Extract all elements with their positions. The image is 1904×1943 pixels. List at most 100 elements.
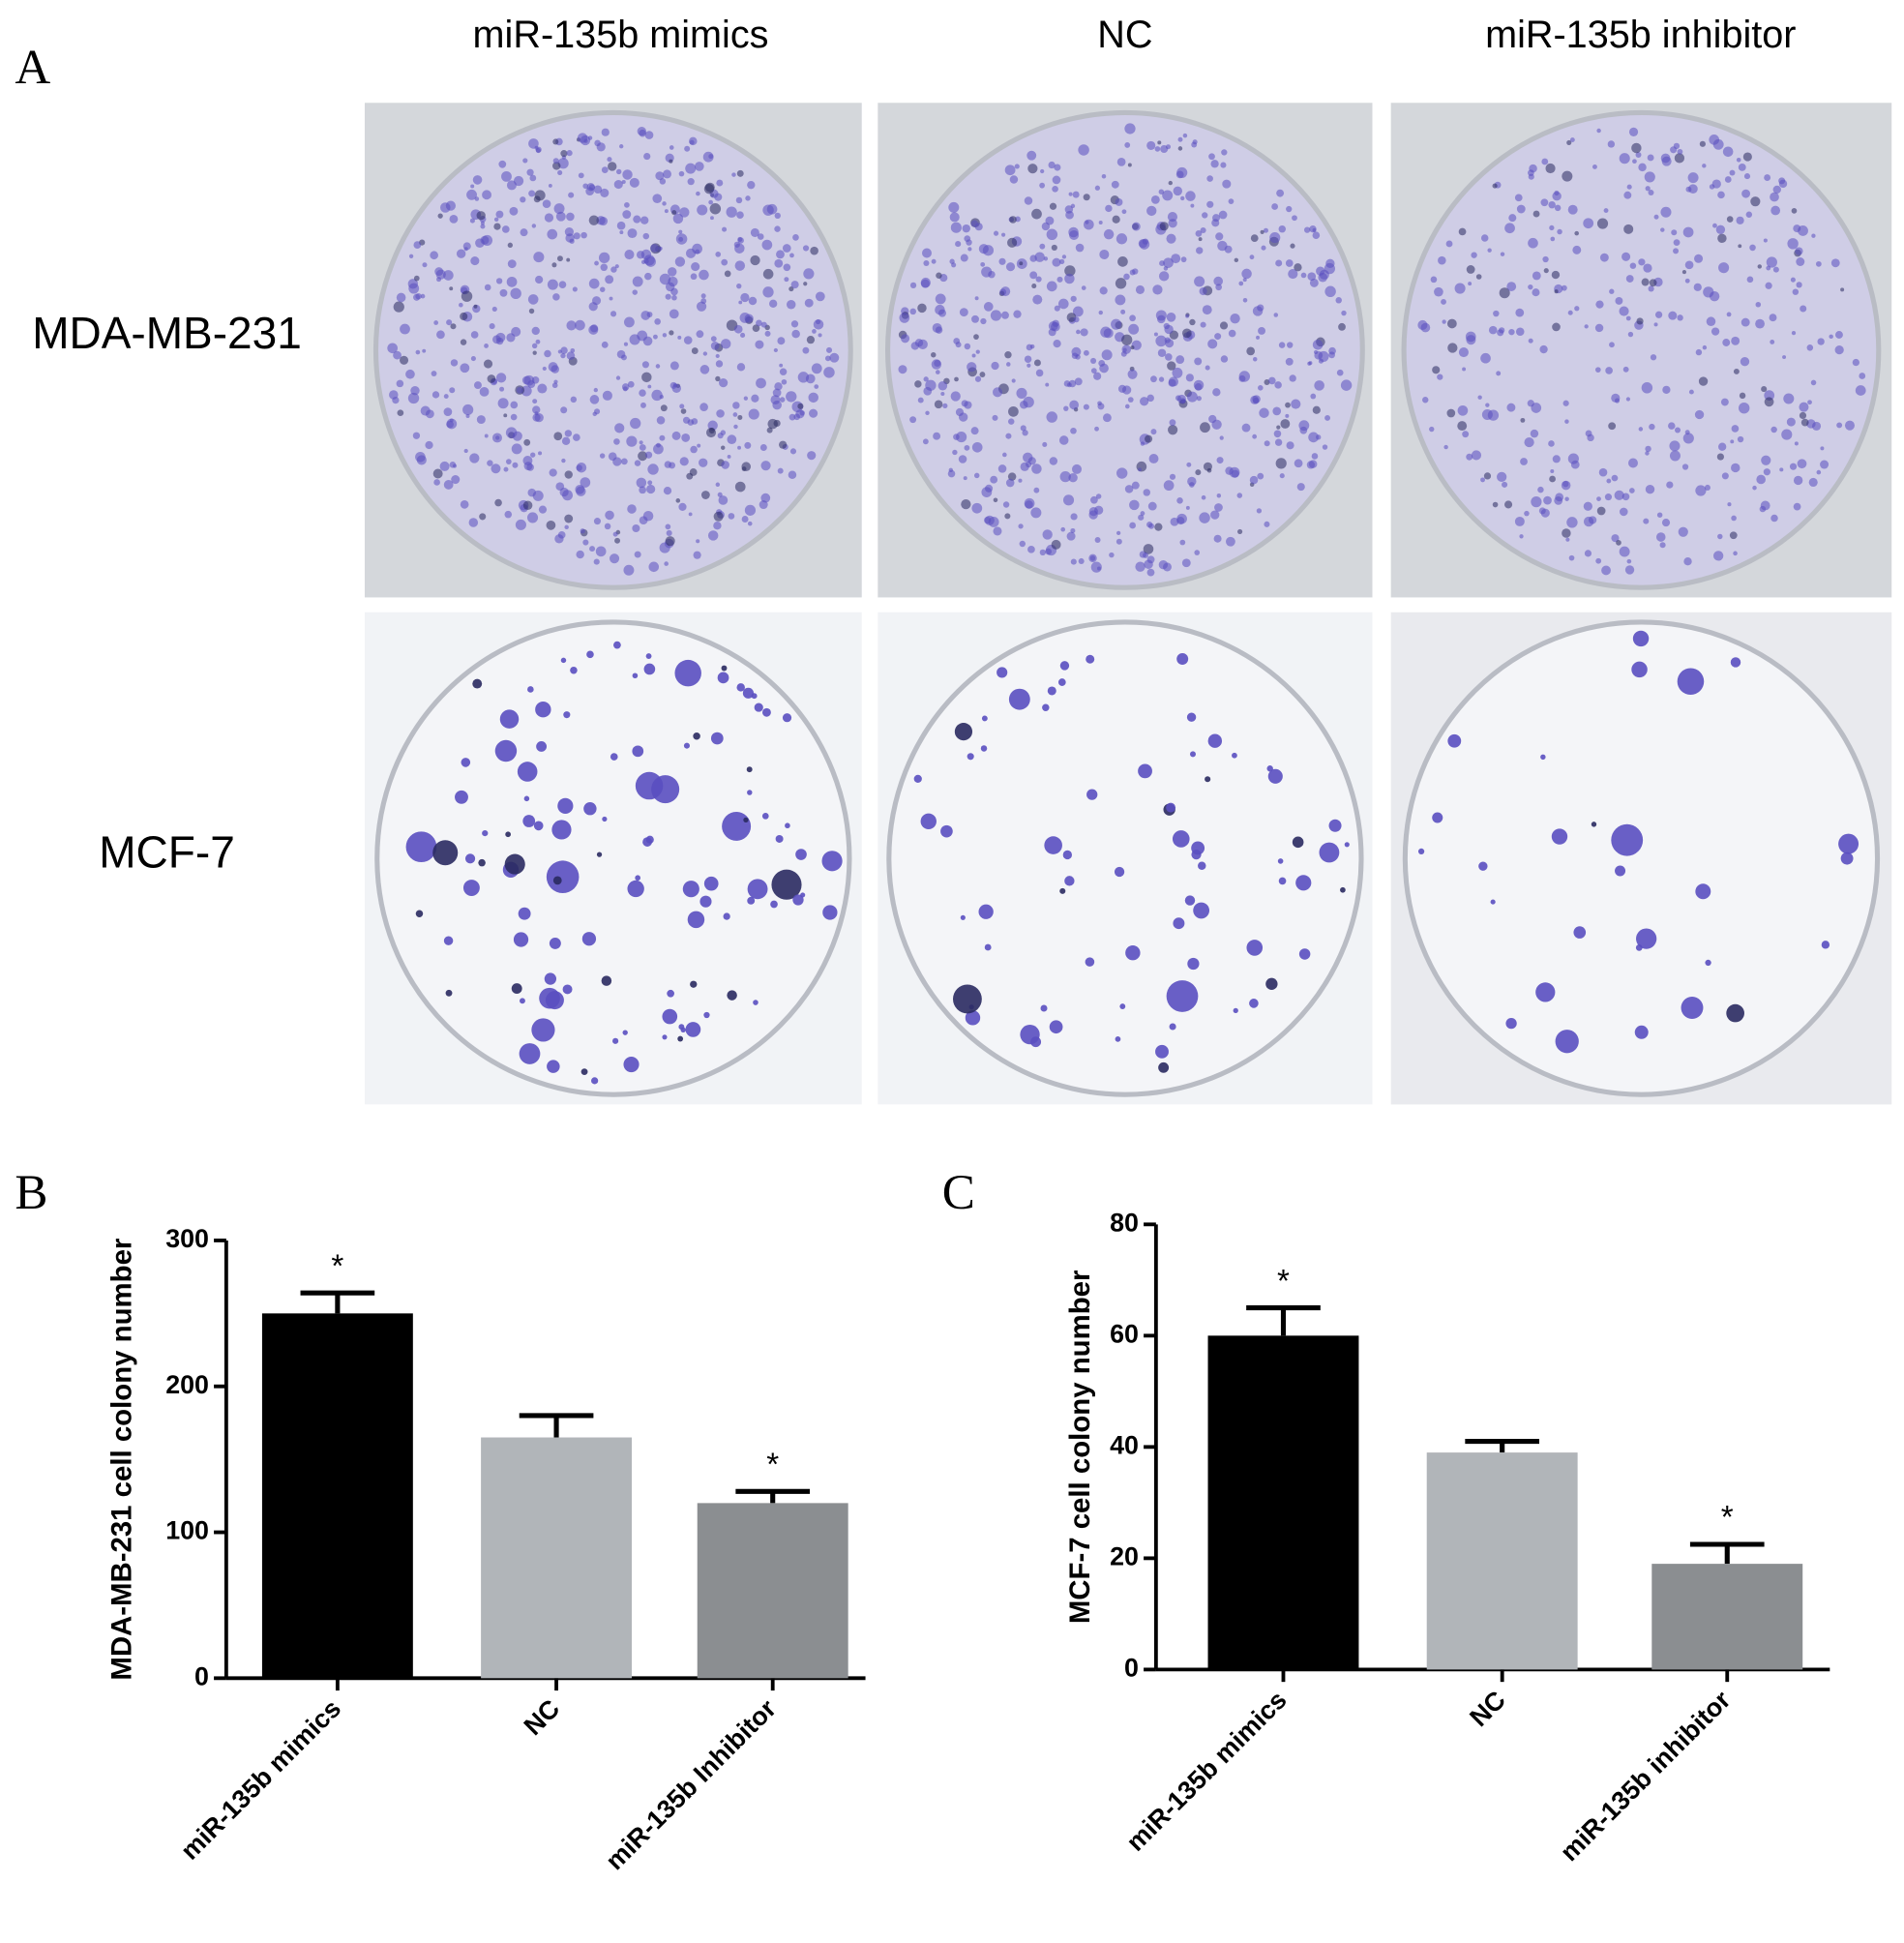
colony: [1764, 397, 1774, 407]
colony: [1120, 309, 1126, 314]
colony: [1318, 358, 1324, 364]
colony: [1257, 472, 1264, 480]
colony: [480, 224, 486, 229]
colony: [1158, 189, 1165, 194]
colony: [719, 378, 729, 388]
plate-photos: [364, 103, 1892, 1105]
colony: [640, 249, 652, 260]
colony: [1066, 531, 1076, 541]
colony: [1726, 312, 1732, 317]
colony: [675, 498, 681, 503]
colony: [1214, 503, 1223, 512]
colony: [433, 479, 440, 486]
colony: [449, 286, 454, 291]
colony: [1177, 136, 1183, 142]
colony: [622, 386, 628, 392]
colony: [1172, 367, 1183, 378]
colony: [1169, 473, 1176, 480]
colony: [808, 392, 818, 404]
colony: [663, 169, 671, 179]
colony: [1681, 997, 1704, 1019]
colony: [662, 1008, 678, 1025]
colony: [1573, 926, 1587, 939]
colony: [1029, 254, 1037, 262]
colony: [1574, 306, 1580, 312]
colony: [1604, 493, 1613, 501]
colony: [450, 359, 459, 367]
colony: [699, 403, 708, 411]
colony: [806, 336, 816, 344]
colony: [1702, 164, 1707, 168]
colony: [408, 283, 420, 294]
colony: [531, 1018, 555, 1042]
colony: [474, 196, 480, 201]
colony: [1026, 461, 1032, 468]
colony: [1641, 382, 1653, 394]
colony: [1071, 346, 1082, 357]
colony: [1447, 343, 1458, 353]
colony: [537, 383, 548, 394]
colony: [1528, 237, 1538, 249]
colony: [491, 306, 497, 313]
colony: [1024, 196, 1033, 205]
colony: [547, 279, 558, 290]
colony: [797, 403, 804, 409]
colony: [1155, 1044, 1169, 1059]
colony: [1749, 244, 1756, 252]
colony: [1499, 327, 1505, 334]
colony: [1078, 557, 1085, 564]
colony: [952, 449, 958, 456]
colony: [1557, 228, 1562, 235]
colony: [527, 294, 539, 305]
colony: [612, 531, 618, 537]
colony: [400, 323, 410, 335]
colony: [1417, 848, 1425, 855]
colony: [1238, 281, 1244, 286]
colony: [1588, 516, 1597, 524]
colony: [495, 332, 506, 343]
colony: [1779, 467, 1784, 472]
colony: [699, 365, 710, 374]
colony: [1592, 164, 1597, 169]
colony: [1120, 350, 1127, 357]
colony: [760, 493, 771, 503]
colony: [1669, 440, 1681, 452]
colony: [568, 192, 575, 198]
colony: [747, 180, 756, 190]
colony: [1153, 332, 1158, 337]
colony: [1625, 397, 1631, 402]
colony: [800, 892, 806, 898]
colony: [716, 179, 724, 187]
colony: [1729, 531, 1738, 540]
y-tick-label: 300: [165, 1224, 209, 1253]
colony: [601, 975, 612, 986]
colony: [736, 169, 744, 177]
colony: [1005, 362, 1011, 367]
colony: [1541, 158, 1549, 165]
colony: [1524, 436, 1534, 448]
colony: [1731, 336, 1740, 345]
colony: [459, 302, 463, 308]
colony: [639, 389, 646, 397]
colony: [1064, 265, 1076, 277]
colony: [1054, 164, 1061, 171]
colony: [1150, 194, 1160, 204]
colony: [520, 228, 528, 237]
colony: [1034, 252, 1045, 262]
colony: [1097, 401, 1102, 406]
colony: [1127, 163, 1132, 167]
colony: [1570, 460, 1580, 469]
colony: [671, 210, 677, 216]
colony: [552, 293, 560, 301]
colony: [1268, 376, 1276, 385]
colony: [552, 138, 559, 145]
colony: [1500, 252, 1505, 256]
colony: [735, 196, 743, 204]
colony: [531, 376, 540, 384]
colony: [1674, 153, 1685, 164]
colony: [1763, 238, 1768, 243]
colony: [1146, 205, 1157, 217]
colony: [1200, 226, 1206, 234]
colony: [1599, 253, 1609, 262]
colony: [1061, 254, 1067, 259]
